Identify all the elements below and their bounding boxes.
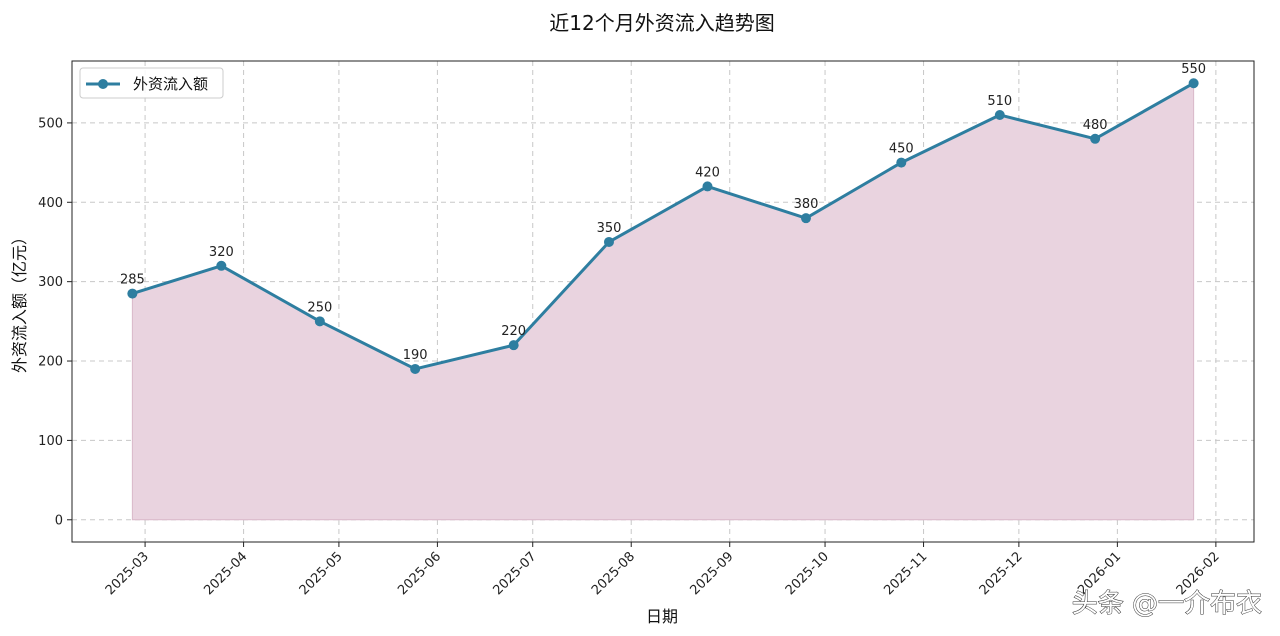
data-label: 480: [1083, 118, 1108, 133]
data-point: [994, 109, 1005, 120]
data-label: 420: [695, 165, 720, 180]
y-tick-label: 0: [55, 513, 63, 528]
x-tick-label: 2025-11: [881, 549, 930, 598]
watermark: 头条 @一介布衣: [1072, 589, 1262, 619]
legend-box: [79, 67, 224, 99]
data-label: 220: [501, 324, 526, 339]
x-tick-label: 2025-12: [977, 549, 1026, 598]
x-tick-label: 2025-10: [783, 549, 832, 598]
data-point: [603, 236, 614, 247]
x-axis: 2025-03 2025-04 2025-05 2025-06 2025-07 2025-…: [103, 542, 1223, 598]
x-axis-title: 日期: [646, 607, 678, 626]
legend-point-marker: [98, 79, 108, 89]
x-tick-label: 2025-04: [201, 549, 250, 598]
area-layer: [131, 82, 1195, 521]
area-fill: [131, 82, 1195, 521]
chart-title: 近12个月外资流入趋势图: [549, 11, 774, 35]
x-tick-label: 2025-05: [297, 549, 346, 598]
legend-label: 外资流入额: [133, 75, 208, 93]
data-point: [800, 213, 811, 224]
series-line: [131, 81, 1195, 371]
data-label: 450: [889, 142, 914, 157]
data-labels-layer: 285 320 250 190 220 350 420 380 450 510 480 550: [120, 62, 1206, 363]
x-tick-label: 2025-06: [395, 549, 444, 598]
data-point: [1188, 78, 1199, 89]
data-point: [896, 157, 907, 168]
x-tick-label: 2025-09: [688, 549, 737, 598]
data-label: 250: [307, 300, 332, 315]
data-point: [1090, 133, 1101, 144]
data-label: 550: [1181, 62, 1206, 77]
y-tick-label: 400: [38, 196, 63, 211]
points-layer: [127, 78, 1199, 374]
data-label: 320: [209, 245, 234, 260]
y-tick-label: 300: [38, 275, 63, 290]
data-label: 285: [120, 273, 145, 288]
plot-frame: [71, 60, 1255, 543]
data-point: [702, 181, 713, 192]
data-point: [314, 316, 325, 327]
data-label: 190: [403, 348, 428, 363]
line-layer: [131, 81, 1195, 371]
data-point: [216, 260, 227, 271]
legend: 外资流入额: [79, 67, 224, 99]
y-axis: 0 100 200 300 400 500: [38, 116, 72, 528]
x-tick-label: 2025-03: [103, 549, 152, 598]
data-point: [410, 363, 421, 374]
y-tick-label: 500: [38, 116, 63, 131]
y-tick-label: 200: [38, 355, 63, 370]
x-tick-label: 2025-08: [589, 549, 638, 598]
data-label: 350: [597, 221, 622, 236]
y-axis-title: 外资流入额（亿元）: [10, 229, 29, 373]
y-tick-label: 100: [38, 434, 63, 449]
data-label: 510: [987, 94, 1012, 109]
x-tick-label: 2025-07: [491, 549, 540, 598]
data-point: [508, 340, 519, 351]
data-label: 380: [794, 197, 819, 212]
data-point: [127, 288, 138, 299]
